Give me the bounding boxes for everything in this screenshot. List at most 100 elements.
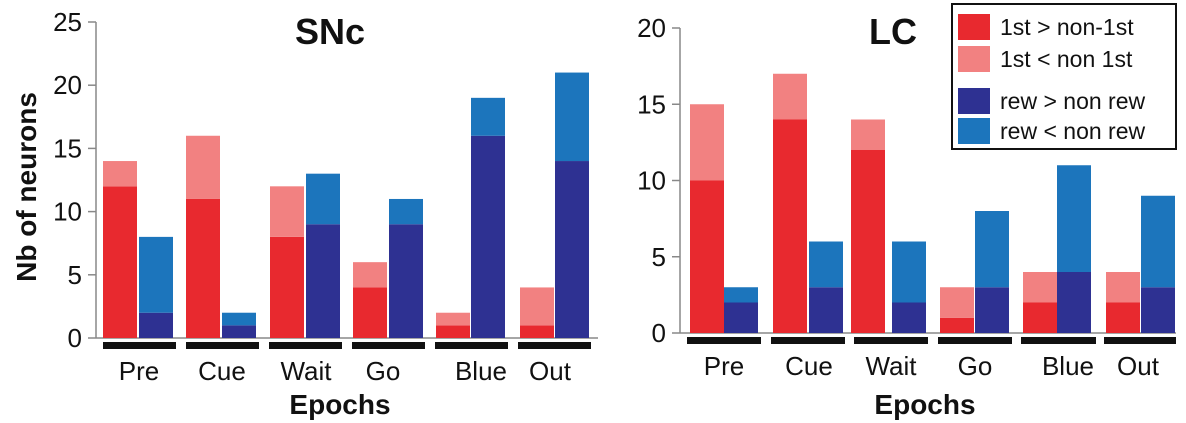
snc-bar-blue-reward-gt [471,135,505,338]
snc-category-label: Pre [119,356,159,386]
lc-bar-cue-reward-lt [809,241,843,288]
snc-bar-pre-reward-lt [139,236,173,313]
lc-y-tick-label: 0 [652,318,666,348]
lc-category-label: Blue [1042,351,1094,381]
lc-category-label: Wait [865,351,917,381]
lc-bar-pre-first-lt [690,104,724,181]
snc-bar-cue-first-lt [186,135,220,199]
snc-y-tick-label: 15 [53,133,82,163]
lc-panel: LC Epochs 0 5 10 15 20 Pre Cue Wait Go Blue Out [637,11,1176,420]
y-axis-label: Nb of neurons [11,92,42,282]
snc-y-tick-label: 25 [53,7,82,37]
snc-bar-go-first-gt [353,287,387,338]
lc-bar-pre-reward-gt [724,302,758,333]
lc-bar-cue-first-gt [773,119,807,333]
snc-category-label: Cue [198,356,246,386]
snc-x-axis-label: Epochs [289,389,390,420]
snc-bar-wait-first-gt [270,236,304,338]
snc-epoch-bar [352,342,425,349]
snc-bar-blue-first-gt [436,325,470,338]
lc-bar-wait-reward-gt [892,302,926,333]
lc-bar-out-first-gt [1106,302,1140,333]
legend-swatch [958,88,990,114]
snc-bar-blue-reward-lt [471,97,505,136]
snc-epoch-bar [435,342,508,349]
lc-bar-out-reward-lt [1141,195,1175,288]
legend: 1st > non-1st 1st < non 1st rew > non rew r… [951,3,1177,150]
lc-epoch-bar [854,337,928,344]
lc-bar-blue-first-lt [1023,272,1057,303]
lc-y-tick-label: 5 [652,242,666,272]
lc-bar-go-first-gt [940,317,974,333]
lc-category-label: Out [1117,351,1160,381]
lc-bar-go-reward-lt [975,211,1009,288]
snc-bar-out-first-gt [520,325,554,338]
legend-label: 1st < non 1st [1000,46,1133,72]
snc-epoch-bar [186,342,259,349]
snc-bar-cue-reward-lt [222,312,256,326]
lc-bar-blue-reward-gt [1057,272,1091,333]
legend-swatch [958,46,990,72]
lc-y-tick-label: 20 [637,13,666,43]
snc-bar-out-reward-lt [555,72,589,162]
snc-bar-cue-reward-gt [222,325,256,338]
legend-label: rew > non rew [1000,88,1145,114]
lc-y-tick-label: 15 [637,89,666,119]
lc-bar-blue-first-gt [1023,302,1057,333]
lc-epoch-bar [1021,337,1096,344]
lc-epoch-bar [938,337,1012,344]
snc-bar-wait-first-lt [270,186,304,237]
lc-epoch-bar [1104,337,1176,344]
lc-bar-cue-first-lt [773,73,807,120]
lc-category-label: Cue [785,351,833,381]
snc-bar-pre-first-gt [103,186,137,338]
lc-title: LC [869,11,917,52]
lc-bar-go-first-lt [940,287,974,318]
snc-epoch-bar [103,342,176,349]
snc-y-tick-label: 5 [68,260,82,290]
snc-category-label: Go [366,356,401,386]
snc-bar-wait-reward-lt [306,173,340,225]
lc-y-tick-label: 10 [637,166,666,196]
snc-bar-wait-reward-gt [306,224,340,338]
legend-swatch [958,118,990,144]
lc-bar-out-reward-gt [1141,287,1175,333]
lc-epoch-bar [771,337,845,344]
snc-epoch-bar [269,342,342,349]
snc-category-label: Blue [455,356,507,386]
snc-bar-go-reward-lt [389,198,423,225]
snc-panel: SNc Epochs 0 5 10 15 20 25 Pre Cue Wait Go Blue Out [53,7,598,420]
snc-category-label: Wait [280,356,332,386]
lc-category-label: Pre [704,351,744,381]
snc-bar-out-first-lt [520,287,554,326]
legend-label: 1st > non-1st [1000,14,1134,40]
snc-bar-blue-first-lt [436,312,470,326]
snc-bar-go-reward-gt [389,224,423,338]
snc-bar-cue-first-gt [186,198,220,338]
snc-y-tick-label: 10 [53,197,82,227]
snc-bar-pre-reward-gt [139,312,173,338]
snc-category-label: Out [529,356,572,386]
snc-bar-out-reward-gt [555,161,589,338]
lc-bar-pre-first-gt [690,180,724,333]
lc-category-label: Go [958,351,993,381]
lc-bar-out-first-lt [1106,272,1140,303]
snc-epoch-bar [518,342,591,349]
legend-swatch [958,14,990,40]
snc-bar-go-first-lt [353,262,387,288]
snc-y-tick-label: 0 [68,323,82,353]
snc-y-tick-label: 20 [53,70,82,100]
lc-bar-wait-reward-lt [892,241,926,303]
lc-bar-wait-first-lt [851,119,885,150]
lc-x-axis-label: Epochs [874,389,975,420]
lc-epoch-bar [687,337,761,344]
lc-bar-go-reward-gt [975,287,1009,333]
lc-bar-blue-reward-lt [1057,165,1091,272]
legend-label: rew < non rew [1000,118,1145,144]
snc-bar-pre-first-lt [103,161,137,187]
lc-bar-wait-first-gt [851,150,885,333]
lc-bar-cue-reward-gt [809,287,843,333]
lc-bar-pre-reward-lt [724,287,758,303]
snc-title: SNc [295,11,365,52]
